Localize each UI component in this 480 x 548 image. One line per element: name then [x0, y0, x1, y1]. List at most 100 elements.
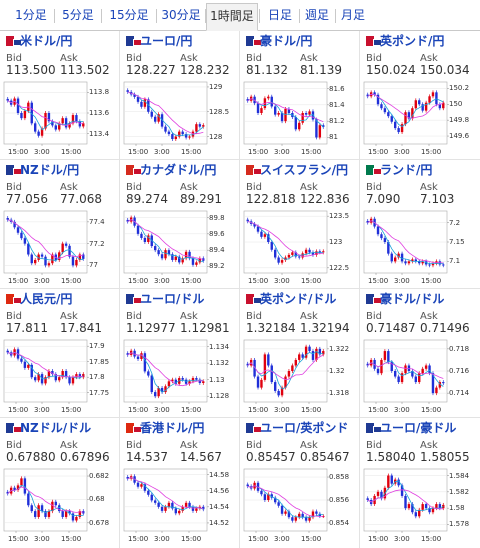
- candlestick-chart[interactable]: 1.322 1.32 1.318 15:00 3:00 15:00: [240, 337, 359, 417]
- pair-name-link[interactable]: 香港ドル/円: [140, 421, 205, 435]
- candle-body: [54, 125, 58, 130]
- candle-body: [380, 491, 383, 499]
- candle-body: [383, 108, 387, 113]
- candle-body: [294, 252, 298, 257]
- candle-body: [280, 113, 284, 122]
- ask-value: 113.502: [60, 63, 110, 77]
- pair-name-link[interactable]: 英ポンド/ドル: [260, 292, 337, 306]
- y-tick-label: 7.2: [449, 218, 461, 227]
- bid-value: 1.58040: [366, 450, 416, 464]
- candle-body: [253, 359, 256, 377]
- pair-name-link[interactable]: カナダドル/円: [140, 163, 217, 177]
- candle-body: [280, 260, 284, 263]
- chart-svg: [3, 339, 89, 404]
- candle-body: [58, 252, 61, 260]
- candle-body: [273, 249, 277, 258]
- plot-frame: [123, 210, 208, 274]
- tab-1[interactable]: 5分足: [62, 8, 94, 22]
- tab-4[interactable]: 1時間足: [206, 3, 258, 31]
- candle-body: [61, 371, 64, 378]
- pair-name-link[interactable]: ランド/円: [380, 163, 433, 177]
- y-tick-label: 128.5: [209, 107, 230, 116]
- candlestick-chart[interactable]: 113.8 113.6 113.4 15:00 3:00 15:00: [0, 79, 119, 159]
- pair-name-link[interactable]: NZドル/ドル: [20, 421, 92, 435]
- flag-icon: [366, 165, 382, 175]
- candlestick-chart[interactable]: 81.6 81.4 81.2 81 15:00 3:00 15:00: [240, 79, 359, 159]
- candle-body: [277, 390, 280, 396]
- candle-body: [126, 476, 129, 479]
- pair-name-link[interactable]: NZドル/円: [20, 163, 80, 177]
- tab-0[interactable]: 1分足: [15, 8, 47, 22]
- candle-body: [298, 513, 301, 518]
- x-tick-label: 15:00: [181, 277, 202, 285]
- y-tick-label: 1.32: [329, 367, 345, 375]
- pair-name-link[interactable]: ユーロ/ドル: [140, 292, 205, 306]
- chart-svg: [363, 81, 449, 146]
- candle-body: [267, 96, 270, 99]
- candle-body: [383, 238, 387, 242]
- tab-7[interactable]: 月足: [340, 8, 365, 22]
- candle-body: [47, 371, 51, 378]
- ask-value: 17.841: [60, 321, 102, 335]
- bid-value: 7.090: [366, 192, 401, 206]
- x-tick-label: 15:00: [421, 148, 442, 156]
- y-tick-label: 1.58: [449, 504, 465, 513]
- rate-panel-aud-usd: 豪ドル/ドル Bid Ask 0.71487 0.71496 0.718 0.716 0.71…: [360, 289, 479, 418]
- candle-body: [153, 116, 157, 122]
- candle-body: [393, 371, 397, 377]
- pair-name-link[interactable]: 英ポンド/円: [380, 34, 445, 48]
- rate-panel-nzd-usd: NZドル/ドル Bid Ask 0.67880 0.67896 0.682 0.68 0.67…: [0, 418, 119, 547]
- pair-name-link[interactable]: 人民元/円: [20, 292, 73, 306]
- candle-body: [318, 125, 322, 138]
- candlestick-chart[interactable]: 77.4 77.2 77 15:00 3:00 15:00: [0, 208, 119, 288]
- candlestick-chart[interactable]: 7.2 7.15 7.1 15:00 3:00 15:00: [360, 208, 479, 288]
- grid-divider: [0, 159, 480, 160]
- candle-body: [301, 354, 304, 358]
- ask-label: Ask: [300, 440, 318, 451]
- candle-body: [37, 374, 40, 381]
- pair-name-link[interactable]: ユーロ/英ポンド: [260, 421, 349, 435]
- y-tick-label: 7.1: [449, 257, 461, 266]
- candlestick-chart[interactable]: 89.8 89.6 89.4 89.2 15:00 3:00 15:00: [120, 208, 239, 288]
- tab-2[interactable]: 15分足: [109, 8, 149, 22]
- flag-icon: [246, 423, 262, 433]
- candlestick-chart[interactable]: 0.718 0.716 0.714 15:00 3:00 15:00: [360, 337, 479, 417]
- candlestick-chart[interactable]: 17.9 17.85 17.8 17.75 15:00 3:00 15:00: [0, 337, 119, 417]
- pair-name-link[interactable]: スイスフラン/円: [260, 163, 349, 177]
- candlestick-chart[interactable]: 1.584 1.582 1.58 1.578 15:00 3:00 15:00: [360, 466, 479, 546]
- tab-6[interactable]: 週足: [304, 8, 329, 22]
- candle-body: [33, 511, 37, 517]
- ask-label: Ask: [300, 311, 318, 322]
- candle-body: [397, 479, 400, 486]
- candle-body: [277, 257, 280, 263]
- candle-body: [376, 226, 380, 235]
- ask-value: 1.32194: [300, 321, 350, 335]
- plot-frame: [123, 468, 208, 532]
- pair-name-link[interactable]: 豪ドル/円: [260, 34, 313, 48]
- candlestick-chart[interactable]: 123.5 123 122.5 15:00 3:00 15:00: [240, 208, 359, 288]
- candlestick-chart[interactable]: 150.2 150 149.8 149.6 15:00 3:00 15:00: [360, 79, 479, 159]
- pair-name-link[interactable]: ユーロ/円: [140, 34, 193, 48]
- candle-body: [195, 378, 198, 380]
- y-tick-label: 77: [89, 261, 98, 270]
- tab-5[interactable]: 日足: [267, 8, 292, 22]
- bid-value: 77.056: [6, 192, 48, 206]
- candlestick-chart[interactable]: 0.858 0.856 0.854 15:00 3:00 15:00: [240, 466, 359, 546]
- candle-body: [380, 359, 383, 374]
- pair-name-link[interactable]: 豪ドル/ドル: [380, 292, 445, 306]
- candlestick-chart[interactable]: 0.682 0.68 0.678 15:00 3:00 15:00: [0, 466, 119, 546]
- flag-icon: [366, 423, 382, 433]
- ask-value: 7.103: [420, 192, 455, 206]
- tab-3[interactable]: 30分足: [161, 8, 201, 22]
- candle-body: [143, 99, 147, 107]
- candle-body: [411, 371, 414, 377]
- pair-name-link[interactable]: 米ドル/円: [20, 34, 73, 48]
- bid-label: Bid: [366, 182, 382, 193]
- candlestick-chart[interactable]: 1.134 1.132 1.13 1.128 15:00 3:00 15:00: [120, 337, 239, 417]
- candle-body: [418, 373, 421, 383]
- x-tick-label: 15:00: [8, 277, 29, 285]
- candlestick-chart[interactable]: 129 128.5 128 15:00 3:00 15:00: [120, 79, 239, 159]
- x-tick-label: 3:00: [394, 535, 410, 543]
- pair-name-link[interactable]: ユーロ/豪ドル: [380, 421, 457, 435]
- candlestick-chart[interactable]: 14.58 14.56 14.54 14.52 15:00 3:00 15:00: [120, 466, 239, 546]
